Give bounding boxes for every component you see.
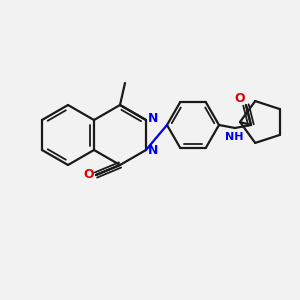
Text: O: O: [235, 92, 245, 104]
Text: N: N: [148, 112, 158, 125]
Text: NH: NH: [225, 132, 243, 142]
Text: N: N: [148, 145, 158, 158]
Text: O: O: [84, 167, 94, 181]
